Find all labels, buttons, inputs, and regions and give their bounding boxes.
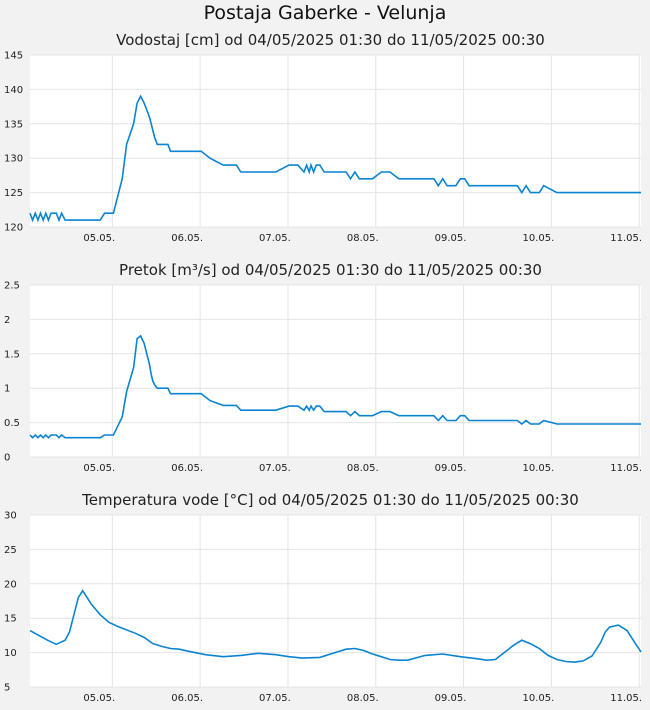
y-tick-label: 20: [4, 579, 17, 590]
y-tick-label: 145: [4, 51, 23, 62]
y-tick-label: 130: [4, 154, 23, 165]
y-tick-label: 135: [4, 119, 23, 130]
y-tick-label: 125: [4, 188, 23, 199]
series-line: [29, 94, 641, 223]
y-tick-label: 140: [4, 85, 23, 96]
chart-title: Temperatura vode [°C] od 04/05/2025 01:3…: [81, 491, 579, 509]
x-tick-label: 09.05.: [435, 463, 467, 474]
y-tick-label: 10: [4, 648, 17, 659]
chart-title: Vodostaj [cm] od 04/05/2025 01:30 do 11/…: [116, 31, 545, 49]
y-tick-label: 2.5: [4, 281, 20, 292]
y-tick-label: 1.5: [4, 349, 20, 360]
chart-title: Pretok [m³/s] od 04/05/2025 01:30 do 11/…: [119, 261, 542, 279]
x-tick-label: 10.05.: [522, 693, 554, 704]
y-tick-label: 25: [4, 545, 17, 556]
panel-discharge: Pretok [m³/s] od 04/05/2025 01:30 do 11/…: [4, 261, 642, 474]
y-tick-label: 1: [4, 384, 10, 395]
plot-area: [30, 285, 641, 457]
x-tick-label: 05.05.: [83, 693, 115, 704]
x-tick-label: 06.05.: [171, 693, 203, 704]
x-tick-label: 10.05.: [522, 463, 554, 474]
series-line: [29, 334, 641, 439]
x-tick-label: 07.05.: [259, 693, 291, 704]
x-tick-label: 06.05.: [171, 233, 203, 244]
x-tick-label: 08.05.: [347, 233, 379, 244]
y-tick-label: 15: [4, 614, 17, 625]
x-tick-label: 07.05.: [259, 233, 291, 244]
x-tick-label: 10.05.: [522, 233, 554, 244]
panel-water-level: Vodostaj [cm] od 04/05/2025 01:30 do 11/…: [4, 31, 642, 244]
x-tick-label: 09.05.: [435, 233, 467, 244]
x-tick-label: 06.05.: [171, 463, 203, 474]
x-tick-label: 09.05.: [435, 693, 467, 704]
y-tick-label: 5: [4, 683, 10, 694]
x-tick-label: 11.05.: [610, 233, 642, 244]
plot-area: [30, 55, 641, 227]
plot-area: [30, 515, 641, 687]
page-title: Postaja Gaberke - Velunja: [203, 2, 447, 24]
y-tick-label: 0.5: [4, 418, 20, 429]
x-tick-label: 05.05.: [83, 463, 115, 474]
series-line: [29, 589, 642, 664]
x-tick-label: 08.05.: [347, 693, 379, 704]
x-tick-label: 07.05.: [259, 463, 291, 474]
y-tick-label: 30: [4, 511, 17, 522]
y-tick-label: 120: [4, 223, 23, 234]
y-tick-label: 2: [4, 315, 10, 326]
x-tick-label: 08.05.: [347, 463, 379, 474]
x-tick-label: 11.05.: [610, 693, 642, 704]
panel-water-temperature: Temperatura vode [°C] od 04/05/2025 01:3…: [4, 491, 642, 704]
y-tick-label: 0: [4, 453, 10, 464]
x-tick-label: 11.05.: [610, 463, 642, 474]
x-tick-label: 05.05.: [83, 233, 115, 244]
